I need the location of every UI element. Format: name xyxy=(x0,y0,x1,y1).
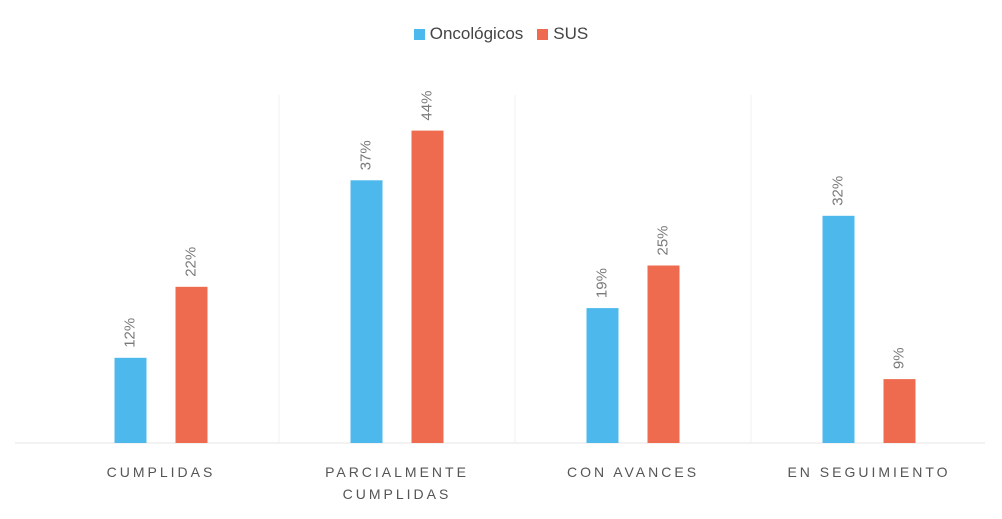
bar xyxy=(175,286,208,443)
x-tick-label: CUMPLIDAS xyxy=(106,464,216,480)
data-label: 37% xyxy=(357,140,374,170)
data-label: 25% xyxy=(654,225,671,255)
bar xyxy=(883,379,916,443)
data-label: 32% xyxy=(829,176,846,206)
data-label: 9% xyxy=(890,347,907,369)
legend-label: SUS xyxy=(553,24,589,43)
bar xyxy=(114,357,147,443)
legend-swatch xyxy=(413,28,425,40)
bar xyxy=(822,215,855,443)
legend-item: Oncológicos xyxy=(413,24,524,44)
data-label: 22% xyxy=(182,247,199,277)
bar xyxy=(411,130,444,443)
legend-swatch xyxy=(537,28,549,40)
x-tick-label: CON AVANCES xyxy=(566,464,700,480)
x-tick-label: PARCIALMENTE CUMPLIDAS xyxy=(325,464,469,502)
x-tick-label: EN SEGUIMIENTO xyxy=(787,464,951,480)
data-label: 19% xyxy=(593,268,610,298)
bar xyxy=(350,180,383,444)
data-label: 12% xyxy=(121,318,138,348)
bar xyxy=(647,265,680,443)
bar xyxy=(586,308,619,443)
legend: Oncológicos SUS xyxy=(0,24,1002,44)
legend-label: Oncológicos xyxy=(429,24,524,43)
legend-item: SUS xyxy=(537,24,588,44)
data-label: 44% xyxy=(418,91,435,121)
